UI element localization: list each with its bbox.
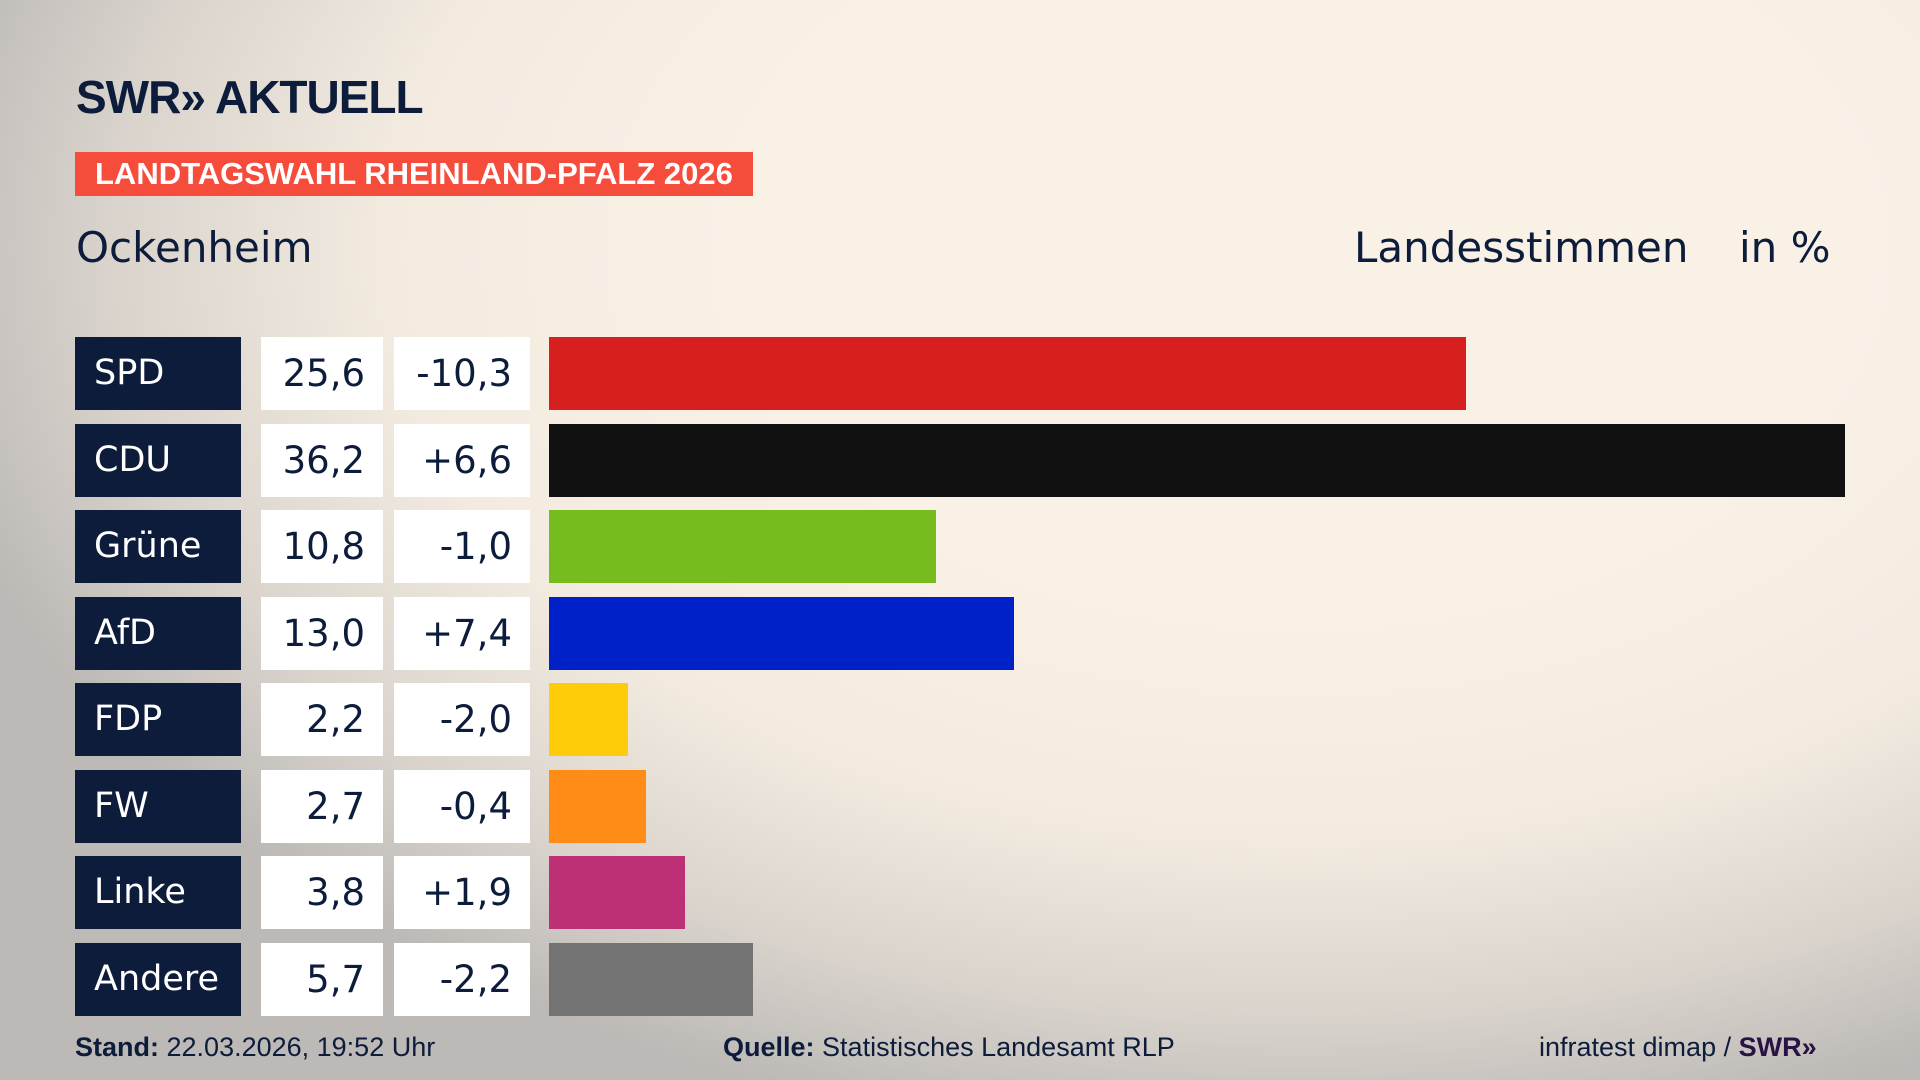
diff-label: +1,9	[394, 856, 530, 929]
bar-fw	[549, 769, 646, 843]
election-banner: LANDTAGSWAHL RHEINLAND-PFALZ 2026	[75, 152, 753, 196]
value-label: 10,8	[261, 510, 383, 583]
party-label: Andere	[75, 942, 241, 1016]
source-value: Statistisches Landesamt RLP	[822, 1032, 1175, 1062]
value-label: 2,7	[261, 769, 383, 843]
bar-grüne	[549, 510, 936, 583]
diff-label: -2,2	[394, 942, 530, 1016]
swr-logo-small: SWR»	[1738, 1032, 1817, 1062]
party-label: FDP	[75, 683, 241, 756]
bar-spd	[549, 337, 1466, 410]
party-row: AfD 13,0 +7,4	[0, 596, 1920, 670]
diff-label: -1,0	[394, 510, 530, 583]
party-row: Grüne 10,8 -1,0	[0, 510, 1920, 583]
credit: infratest dimap / SWR»	[1539, 1030, 1817, 1064]
party-label: CDU	[75, 423, 241, 497]
value-label: 25,6	[261, 337, 383, 410]
party-row: FDP 2,2 -2,0	[0, 683, 1920, 756]
party-label: SPD	[75, 337, 241, 410]
value-label: 2,2	[261, 683, 383, 756]
bar-fdp	[549, 683, 628, 756]
location-title: Ockenheim	[76, 223, 313, 272]
diff-label: +6,6	[394, 423, 530, 497]
party-row: Andere 5,7 -2,2	[0, 942, 1920, 1016]
party-row: SPD 25,6 -10,3	[0, 337, 1920, 410]
diff-label: -0,4	[394, 769, 530, 843]
value-label: 36,2	[261, 423, 383, 497]
party-label: FW	[75, 769, 241, 843]
party-row: Linke 3,8 +1,9	[0, 856, 1920, 929]
source-label: Quelle:	[723, 1032, 815, 1062]
stand-value: 22.03.2026, 19:52 Uhr	[166, 1032, 436, 1062]
bar-cdu	[549, 423, 1845, 497]
party-row: FW 2,7 -0,4	[0, 769, 1920, 843]
diff-label: +7,4	[394, 596, 530, 670]
diff-label: -2,0	[394, 683, 530, 756]
party-label: AfD	[75, 596, 241, 670]
value-label: 3,8	[261, 856, 383, 929]
stand-label: Stand:	[75, 1032, 159, 1062]
value-label: 13,0	[261, 596, 383, 670]
party-row: CDU 36,2 +6,6	[0, 423, 1920, 497]
diff-label: -10,3	[394, 337, 530, 410]
unit-label: in %	[1739, 223, 1831, 272]
value-label: 5,7	[261, 942, 383, 1016]
credit-text: infratest dimap /	[1539, 1032, 1732, 1062]
vote-type-label: Landesstimmen	[1354, 223, 1689, 272]
source: Quelle: Statistisches Landesamt RLP	[723, 1030, 1175, 1064]
bar-andere	[549, 942, 754, 1016]
bar-linke	[549, 856, 686, 929]
party-label: Linke	[75, 856, 241, 929]
swr-aktuell-logo: SWR» AKTUELL	[76, 71, 424, 123]
bar-afd	[549, 596, 1015, 670]
timestamp: Stand: 22.03.2026, 19:52 Uhr	[75, 1030, 435, 1064]
party-label: Grüne	[75, 510, 241, 583]
